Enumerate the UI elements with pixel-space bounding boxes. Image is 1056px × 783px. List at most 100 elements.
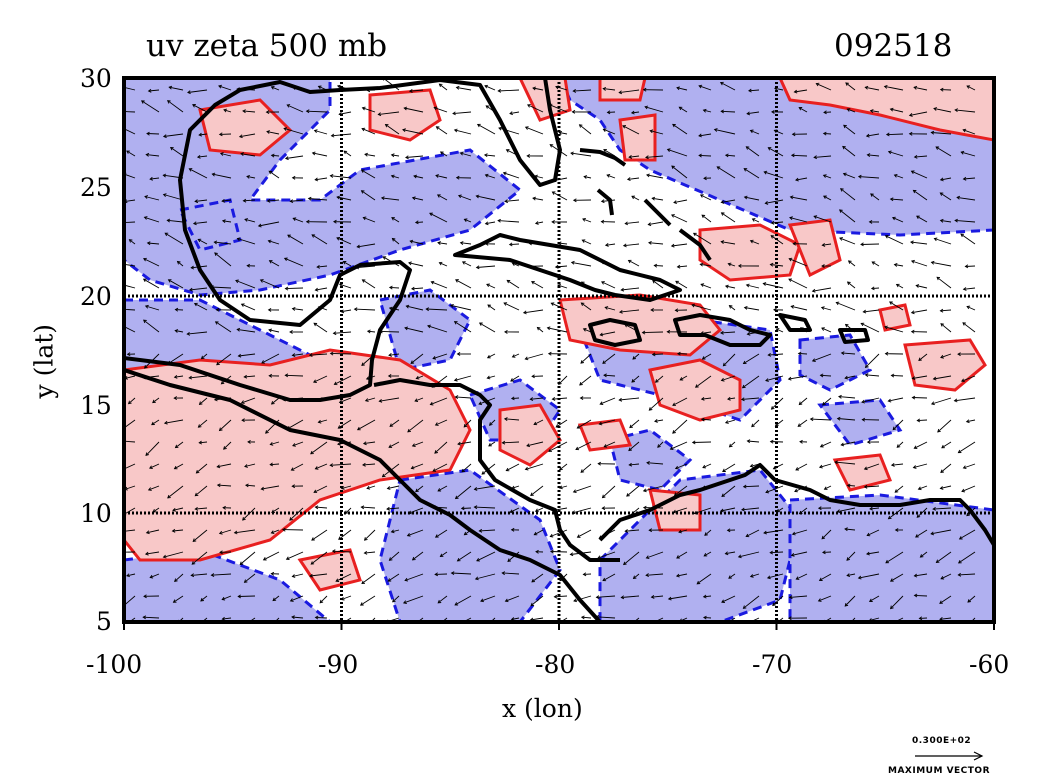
wind-vector-head bbox=[192, 538, 197, 542]
wind-vector-head bbox=[216, 464, 221, 469]
wind-vector-head bbox=[792, 241, 797, 246]
wind-vector bbox=[263, 551, 280, 561]
wind-vector-head bbox=[193, 302, 198, 307]
wind-vector-head bbox=[189, 287, 193, 292]
wind-vector bbox=[884, 85, 904, 91]
wind-vector bbox=[789, 258, 808, 267]
wind-vector-head bbox=[503, 302, 508, 306]
wind-vector bbox=[272, 595, 280, 601]
wind-vector bbox=[436, 126, 448, 135]
wind-vector-head bbox=[168, 85, 173, 90]
wind-vector-head bbox=[292, 217, 297, 221]
wind-vector-head bbox=[365, 376, 370, 381]
wind-vector-head bbox=[211, 172, 216, 177]
wind-vector-head bbox=[361, 362, 365, 366]
wind-vector bbox=[315, 506, 328, 509]
wind-vector-head bbox=[456, 558, 461, 562]
wind-vector-head bbox=[641, 330, 646, 335]
wind-vector-head bbox=[788, 595, 793, 600]
wind-vector-head bbox=[889, 107, 894, 112]
wind-vector-head bbox=[526, 264, 531, 269]
wind-vector bbox=[573, 485, 592, 493]
wind-vector bbox=[315, 287, 328, 291]
wind-vector-head bbox=[343, 150, 348, 155]
wind-vector-head bbox=[411, 196, 416, 201]
wind-vector bbox=[412, 551, 424, 561]
wind-vector bbox=[812, 353, 832, 362]
wind-vector-head bbox=[672, 509, 677, 514]
wind-vector-head bbox=[821, 264, 825, 268]
wind-vector bbox=[311, 234, 328, 245]
wind-vector-head bbox=[480, 598, 484, 603]
wind-vector bbox=[211, 573, 232, 576]
wind-vector-head bbox=[143, 257, 147, 262]
wind-vector bbox=[841, 441, 856, 446]
wind-vector-head bbox=[361, 106, 366, 111]
y-tick-30: 30 bbox=[80, 64, 112, 93]
wind-vector-head bbox=[932, 507, 936, 511]
wind-vector-head bbox=[646, 173, 650, 178]
wind-vector-head bbox=[337, 425, 342, 429]
wind-vector-head bbox=[174, 444, 179, 449]
wind-vector bbox=[776, 507, 784, 513]
wind-vector-head bbox=[329, 173, 334, 178]
wind-vector-head bbox=[437, 488, 442, 492]
wind-vector-head bbox=[703, 176, 707, 181]
wind-vector-head bbox=[889, 301, 893, 305]
wind-vector-head bbox=[817, 506, 822, 511]
wind-vector-head bbox=[461, 261, 466, 265]
wind-vector bbox=[789, 217, 808, 223]
wind-vector bbox=[629, 155, 640, 158]
wind-vector bbox=[584, 176, 592, 179]
wind-vector-head bbox=[598, 535, 603, 539]
wind-vector bbox=[842, 146, 856, 157]
wind-vector bbox=[339, 111, 352, 115]
wind-vector bbox=[763, 529, 784, 534]
wind-vector bbox=[343, 150, 352, 157]
wind-vector bbox=[701, 397, 712, 400]
wind-vector bbox=[126, 573, 136, 577]
wind-vector-head bbox=[245, 483, 249, 488]
wind-vector bbox=[703, 595, 712, 598]
wind-vector-head bbox=[432, 468, 437, 472]
wind-vector bbox=[891, 463, 904, 466]
wind-vector-head bbox=[510, 378, 514, 382]
wind-vector-head bbox=[939, 308, 944, 313]
wind-vector bbox=[940, 219, 952, 223]
wind-vector bbox=[652, 353, 664, 356]
wind-vector bbox=[435, 419, 448, 426]
wind-vector bbox=[197, 155, 208, 158]
wind-vector-head bbox=[456, 352, 461, 356]
wind-vector bbox=[416, 617, 424, 622]
wind-vector bbox=[454, 321, 472, 333]
wind-vector-head bbox=[340, 596, 345, 601]
wind-vector-head bbox=[857, 174, 862, 179]
wind-vector bbox=[530, 595, 544, 607]
wind-vector bbox=[646, 462, 664, 465]
wind-vector bbox=[955, 219, 976, 223]
wind-vector-head bbox=[223, 446, 227, 450]
wind-vector bbox=[308, 198, 328, 201]
wind-vector bbox=[606, 174, 616, 179]
wind-vector-head bbox=[504, 330, 508, 334]
wind-vector bbox=[511, 485, 520, 489]
wind-vector bbox=[555, 419, 568, 428]
wind-vector bbox=[248, 617, 256, 622]
wind-vector bbox=[894, 174, 904, 179]
wind-vector-head bbox=[604, 306, 609, 310]
wind-vector bbox=[892, 419, 904, 430]
wind-vector-head bbox=[619, 309, 623, 314]
wind-vector-head bbox=[916, 215, 920, 220]
wind-vector bbox=[917, 419, 928, 422]
wind-vector-head bbox=[790, 153, 795, 158]
wind-vector-head bbox=[863, 466, 868, 471]
wind-vector-head bbox=[965, 419, 970, 424]
wind-vector-head bbox=[508, 242, 513, 247]
wind-vector-head bbox=[414, 220, 419, 225]
wind-vector-head bbox=[889, 605, 894, 610]
wind-vector bbox=[603, 88, 616, 91]
wind-vector bbox=[195, 507, 208, 510]
wind-vector-head bbox=[667, 596, 672, 601]
wind-vector bbox=[142, 375, 160, 379]
wind-vector bbox=[432, 506, 448, 509]
